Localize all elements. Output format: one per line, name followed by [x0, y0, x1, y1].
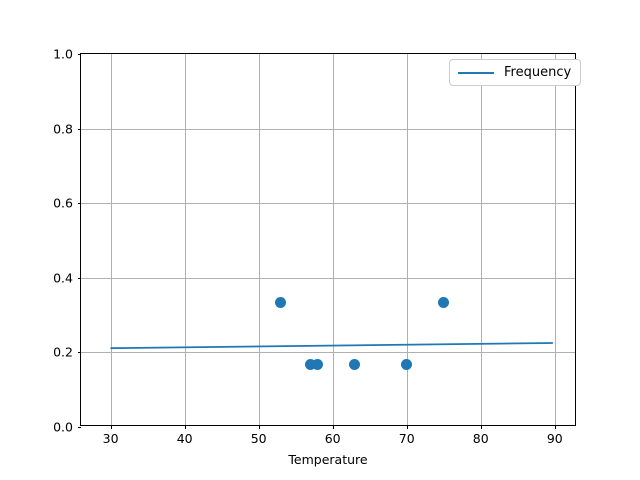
- y-tick-0.4: [77, 277, 81, 279]
- gridline-x-50: [258, 54, 260, 425]
- y-tick-0.6: [77, 203, 81, 205]
- y-tick-1.0: [77, 54, 81, 55]
- y-tick-label-0.4: 0.4: [53, 270, 73, 286]
- x-tick-label-90: 90: [546, 431, 563, 446]
- y-tick-label-0.0: 0.0: [53, 419, 73, 435]
- x-tick-80: [480, 425, 482, 429]
- y-tick-label-0.2: 0.2: [53, 344, 73, 360]
- x-tick-label-30: 30: [102, 431, 119, 446]
- chart-legend[interactable]: Frequency: [449, 59, 582, 86]
- scatter-point: [312, 359, 324, 371]
- x-tick-50: [258, 425, 260, 429]
- scatter-point: [275, 297, 287, 309]
- gridline-y-0.8: [81, 128, 575, 130]
- legend-label-frequency: Frequency: [504, 65, 572, 80]
- gridline-y-0.4: [81, 277, 575, 279]
- legend-line-swatch-frequency: [458, 71, 494, 74]
- scatter-point: [304, 359, 316, 371]
- x-tick-90: [554, 425, 556, 429]
- scatter-point: [401, 359, 413, 371]
- gridline-x-60: [332, 54, 334, 425]
- x-tick-40: [184, 425, 186, 429]
- y-tick-0.0: [77, 427, 81, 428]
- y-tick-0.8: [77, 128, 81, 130]
- x-tick-70: [406, 425, 408, 429]
- x-tick-label-50: 50: [250, 431, 267, 446]
- y-tick-label-0.6: 0.6: [53, 195, 73, 211]
- gridline-x-40: [184, 54, 186, 425]
- gridline-x-30: [110, 54, 112, 425]
- gridline-y-0.2: [81, 352, 575, 354]
- gridline-y-0.6: [81, 203, 575, 205]
- scatter-point: [438, 297, 450, 309]
- x-tick-30: [110, 425, 112, 429]
- x-tick-label-60: 60: [324, 431, 341, 446]
- x-tick-label-70: 70: [398, 431, 415, 446]
- x-axis-label: Temperature: [288, 452, 368, 467]
- gridline-x-90: [554, 54, 556, 425]
- y-tick-label-1.0: 1.0: [53, 46, 73, 62]
- plot-area: [81, 54, 575, 425]
- gridline-x-70: [406, 54, 408, 425]
- frequency-line-series: [110, 342, 553, 350]
- plot-axes: 30 40 50 60 70 80 90 0.0 0.2 0.4 0.6 0.8 1.0 Freque…: [53, 47, 582, 446]
- x-tick-label-40: 40: [176, 431, 193, 446]
- frequency-line-path: [110, 342, 553, 350]
- x-tick-label-80: 80: [472, 431, 489, 446]
- gridline-x-80: [480, 54, 482, 425]
- y-tick-label-0.8: 0.8: [53, 121, 73, 137]
- x-tick-60: [332, 425, 334, 429]
- scatter-point: [349, 359, 361, 371]
- y-tick-0.2: [77, 352, 81, 354]
